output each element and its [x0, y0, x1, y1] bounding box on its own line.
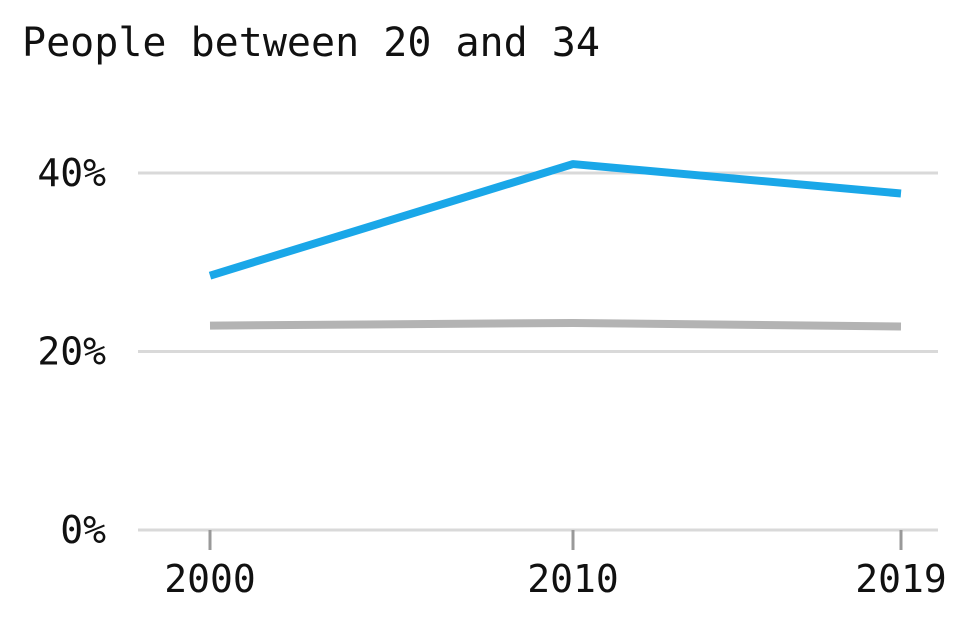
- x-axis: [208, 530, 903, 550]
- chart-title: People between 20 and 34: [22, 20, 600, 66]
- series-lines: [208, 160, 902, 331]
- y-tick-label: 0%: [60, 508, 106, 552]
- tick-labels: 0% 20% 40% 2000 2010 2019: [37, 151, 946, 601]
- y-tick-label: 20%: [37, 330, 106, 374]
- series-line-1: [208, 160, 902, 280]
- x-tick-label: 2010: [527, 557, 619, 601]
- x-tick-label: 2000: [164, 557, 256, 601]
- x-tick-label: 2019: [855, 557, 947, 601]
- grid-lines: [138, 171, 938, 532]
- series-line-2: [209, 318, 902, 331]
- y-tick-label: 40%: [37, 151, 106, 195]
